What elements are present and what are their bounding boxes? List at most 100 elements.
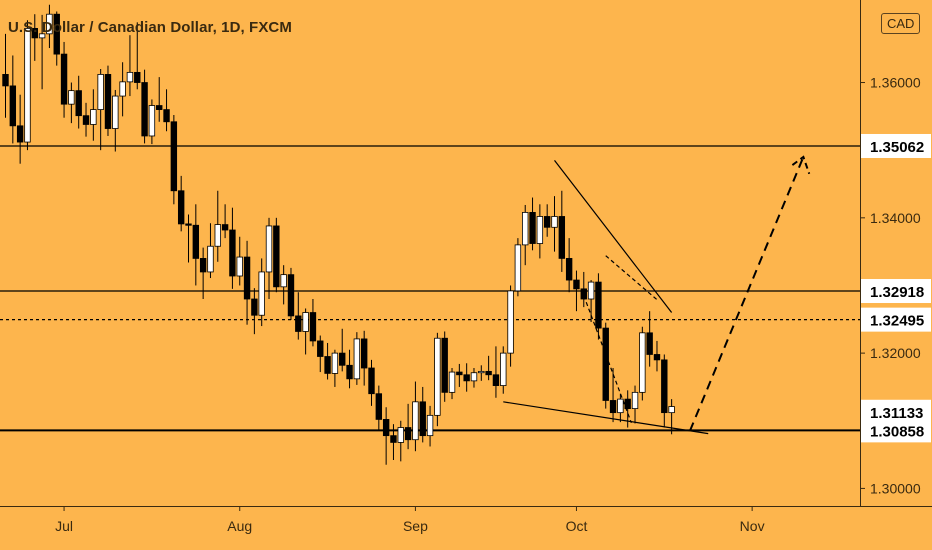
candle-body: [580, 288, 587, 300]
x-tick-label: Nov: [740, 518, 765, 534]
candle: [368, 359, 375, 406]
candle: [68, 82, 75, 124]
candle: [580, 271, 587, 308]
candle-body: [31, 28, 38, 39]
price-label-bg: [861, 307, 931, 332]
candle-body: [265, 225, 273, 273]
candle: [646, 311, 653, 367]
candle: [426, 405, 434, 447]
candle: [258, 258, 265, 327]
candle: [97, 69, 104, 151]
candle-body: [448, 371, 456, 393]
candle-body: [456, 371, 463, 376]
candle-body: [485, 370, 492, 376]
candle: [434, 332, 441, 427]
candle: [668, 399, 675, 435]
candle-body: [617, 398, 624, 414]
candle-body: [38, 33, 46, 39]
candle: [214, 190, 221, 262]
candle-body: [177, 190, 185, 225]
candle: [500, 346, 507, 394]
candle-body: [353, 338, 361, 380]
candle: [470, 368, 478, 388]
candle-body: [119, 81, 126, 97]
candle-body: [331, 352, 339, 374]
candle-body: [134, 71, 141, 83]
candle: [46, 4, 53, 49]
candle-body: [412, 401, 419, 441]
candle: [192, 204, 200, 286]
candle: [31, 14, 38, 61]
candle-body: [514, 244, 522, 292]
candle: [302, 308, 309, 355]
candle: [653, 340, 661, 372]
candle-body: [302, 312, 309, 332]
candle-body: [192, 224, 200, 259]
price-axis-ticks[interactable]: 1.30000 1.32000 1.34000 1.36000: [860, 75, 921, 497]
candle-body: [324, 356, 331, 374]
candle-body: [609, 400, 617, 414]
candle: [631, 385, 639, 424]
candle: [141, 69, 148, 144]
candle-body: [46, 13, 53, 35]
candle-body: [214, 224, 221, 247]
candle: [529, 197, 536, 251]
candle: [353, 332, 361, 385]
candle: [280, 265, 287, 305]
candle-body: [16, 125, 24, 143]
candle: [390, 424, 397, 460]
candle: [573, 270, 580, 312]
candle-body: [273, 225, 280, 288]
candle-body: [221, 224, 229, 231]
candle: [2, 33, 9, 118]
candle: [478, 365, 485, 381]
x-tick-label: Aug: [227, 518, 252, 534]
price-label-bg: [861, 279, 931, 304]
candle: [82, 102, 90, 137]
candle: [507, 285, 514, 367]
candle-body: [397, 427, 404, 443]
candle-body: [368, 367, 375, 395]
candle-body: [602, 327, 609, 401]
candle-body: [243, 256, 251, 300]
trend-line: [503, 401, 709, 435]
candle: [375, 385, 383, 431]
candle: [522, 204, 529, 266]
candle: [9, 55, 17, 144]
candle-body: [631, 391, 639, 409]
candle: [126, 35, 134, 97]
candle-body: [558, 216, 566, 259]
candle: [587, 280, 595, 322]
candle-body: [653, 354, 661, 361]
candle: [536, 204, 544, 259]
projection-path: [688, 155, 811, 432]
x-tick-label: Jul: [55, 518, 73, 534]
candle: [595, 273, 602, 340]
horizontal-levels: [0, 145, 860, 432]
candle: [558, 190, 566, 272]
candle: [156, 77, 163, 122]
candle: [60, 41, 68, 118]
chart-title: U.S. Dollar / Canadian Dollar, 1D, FXCM: [8, 19, 292, 36]
candle-body: [280, 274, 287, 288]
candle-body: [346, 364, 353, 380]
candle-body: [68, 90, 75, 105]
candle: [53, 11, 60, 66]
candle: [75, 75, 82, 129]
candle: [324, 342, 331, 380]
candle-body: [9, 85, 17, 127]
y-tick-label: 1.30000: [870, 480, 921, 496]
candle-body: [360, 338, 368, 369]
candle: [617, 393, 624, 423]
currency-button[interactable]: CAD: [881, 13, 921, 34]
candle: [24, 20, 31, 151]
candle-body: [339, 352, 346, 366]
price-level-label: 1.32918: [861, 279, 931, 304]
candle-body: [199, 258, 207, 273]
time-axis-ticks[interactable]: Jul Aug Sep Oct Nov: [55, 506, 765, 534]
candle: [382, 407, 390, 465]
candle-body: [75, 90, 82, 117]
candle-body: [639, 332, 646, 393]
candle-body: [141, 82, 148, 137]
